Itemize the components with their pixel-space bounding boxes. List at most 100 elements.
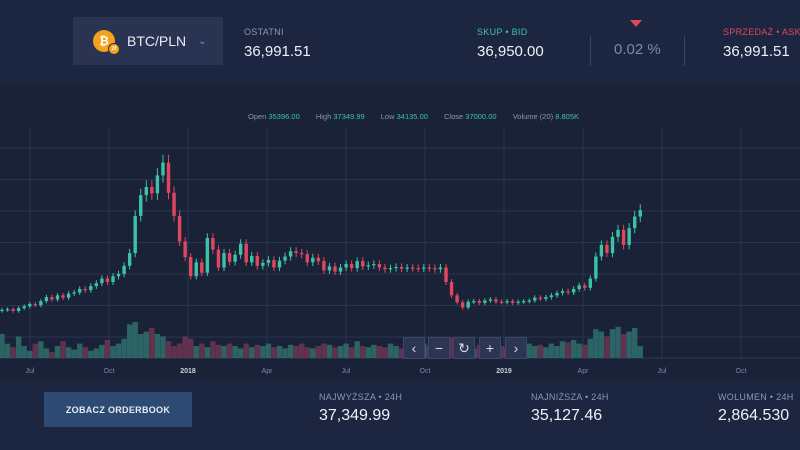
- price-chart[interactable]: Jul Oct 2018 Apr Jul Oct 2019 Apr Jul Oct: [0, 128, 800, 380]
- volume-bar: [188, 338, 194, 358]
- volume-bar: [326, 344, 333, 358]
- view-orderbook-button[interactable]: ZOBACZ ORDERBOOK: [44, 392, 192, 427]
- candle-body: [22, 306, 26, 309]
- ask-label: SPRZEDAŻ • ASK: [723, 27, 800, 37]
- zoom-out-button[interactable]: −: [428, 337, 450, 359]
- pan-left-button[interactable]: ‹: [403, 337, 425, 359]
- volume-bar: [165, 341, 172, 358]
- divider: [590, 36, 591, 66]
- pair-selector[interactable]: ₿ zł BTC/PLN ⌄: [73, 17, 223, 65]
- bid-label: SKUP • BID: [477, 27, 528, 37]
- volume-bar: [365, 347, 371, 358]
- volume-bar: [65, 347, 72, 358]
- volume-bar: [348, 347, 355, 358]
- volume-bar: [143, 331, 149, 358]
- candle-body: [150, 186, 154, 194]
- candle-body: [139, 195, 143, 216]
- volume-bar: [265, 343, 272, 358]
- candle-body: [616, 229, 620, 237]
- candle-body: [499, 301, 504, 303]
- volume-bar: [398, 348, 405, 358]
- volume-bar: [371, 344, 377, 358]
- candle-body: [294, 251, 298, 254]
- candle-body: [577, 285, 581, 289]
- last-price-value: 36,991.51: [244, 43, 311, 60]
- candle-body: [633, 216, 637, 229]
- volume-bar: [537, 344, 544, 358]
- volume-bar: [4, 343, 11, 358]
- candle-body: [261, 262, 265, 266]
- candle-body: [200, 262, 204, 273]
- high-value: 37349.99: [333, 112, 365, 121]
- bid-value: 36,950.00: [477, 43, 544, 60]
- volume-bar: [49, 352, 55, 358]
- spread-value: 0.02 %: [614, 41, 661, 58]
- pan-right-button[interactable]: ›: [505, 337, 527, 359]
- volume-bar: [276, 346, 283, 358]
- reset-zoom-button[interactable]: ↻: [453, 337, 475, 359]
- x-tick-label: Apr: [262, 368, 274, 375]
- ohlc-readout: Open 35396.00 High 37349.99 Low 34135.00…: [248, 112, 593, 121]
- candle-body: [61, 295, 65, 298]
- volume-bar: [337, 346, 344, 358]
- candle-body: [466, 301, 470, 308]
- candle-body: [172, 192, 176, 216]
- close-label: Close: [444, 112, 464, 121]
- candle-body: [300, 253, 304, 255]
- candle-body: [483, 300, 487, 303]
- volume-bar: [160, 336, 166, 358]
- zoom-in-button[interactable]: +: [479, 337, 501, 359]
- volume-bar: [237, 348, 244, 358]
- candle-body: [427, 267, 432, 269]
- candle-body: [116, 273, 121, 277]
- candle-body: [627, 228, 631, 245]
- candle-body: [183, 241, 187, 258]
- high-24h-label: NAJWYŻSZA • 24H: [319, 392, 403, 402]
- candle-body: [238, 243, 243, 255]
- volume-bar: [593, 329, 599, 358]
- volume-bar: [582, 344, 588, 358]
- candle-body: [327, 266, 332, 271]
- candle-body: [455, 295, 459, 303]
- volume-bar: [121, 338, 127, 358]
- candle-body: [244, 243, 248, 263]
- candle-body: [144, 186, 148, 196]
- low-label: Low: [380, 112, 395, 121]
- volume-bar: [632, 328, 638, 358]
- chevron-down-icon: ⌄: [198, 35, 207, 47]
- candle-body: [355, 261, 359, 269]
- candle-body: [411, 267, 415, 269]
- volume-bar: [27, 350, 33, 358]
- volume-bar: [138, 334, 144, 358]
- candle-body: [533, 297, 537, 301]
- volume-bar: [32, 343, 38, 358]
- candle-body: [222, 253, 226, 268]
- x-tick-label: Jul: [658, 368, 667, 375]
- volume-bar: [293, 346, 299, 358]
- candle-body: [216, 249, 221, 268]
- x-tick-label: 2019: [496, 368, 512, 375]
- volume-bar: [382, 347, 388, 358]
- candle-body: [255, 255, 259, 266]
- candle-body: [621, 229, 626, 245]
- volume-bar: [576, 343, 582, 358]
- volume-bar: [570, 340, 577, 358]
- volume-bar: [226, 343, 233, 358]
- volume-bar: [254, 344, 260, 358]
- candle-body: [33, 304, 37, 306]
- volume-24h-label: WOLUMEN • 24H: [718, 392, 794, 402]
- volume-bar: [149, 328, 155, 358]
- candle-body: [588, 278, 592, 288]
- volume-bar: [249, 347, 255, 358]
- candle-body: [605, 244, 609, 254]
- candle-body: [472, 301, 476, 303]
- volume-bar: [271, 347, 277, 358]
- candle-body: [438, 267, 443, 270]
- volume-bar: [38, 341, 44, 358]
- x-tick-label: Oct: [104, 368, 115, 375]
- candle-body: [205, 237, 210, 273]
- candle-body: [288, 251, 293, 257]
- volume-bar: [115, 343, 122, 358]
- volume-bar: [287, 344, 294, 358]
- candle-body: [571, 288, 576, 293]
